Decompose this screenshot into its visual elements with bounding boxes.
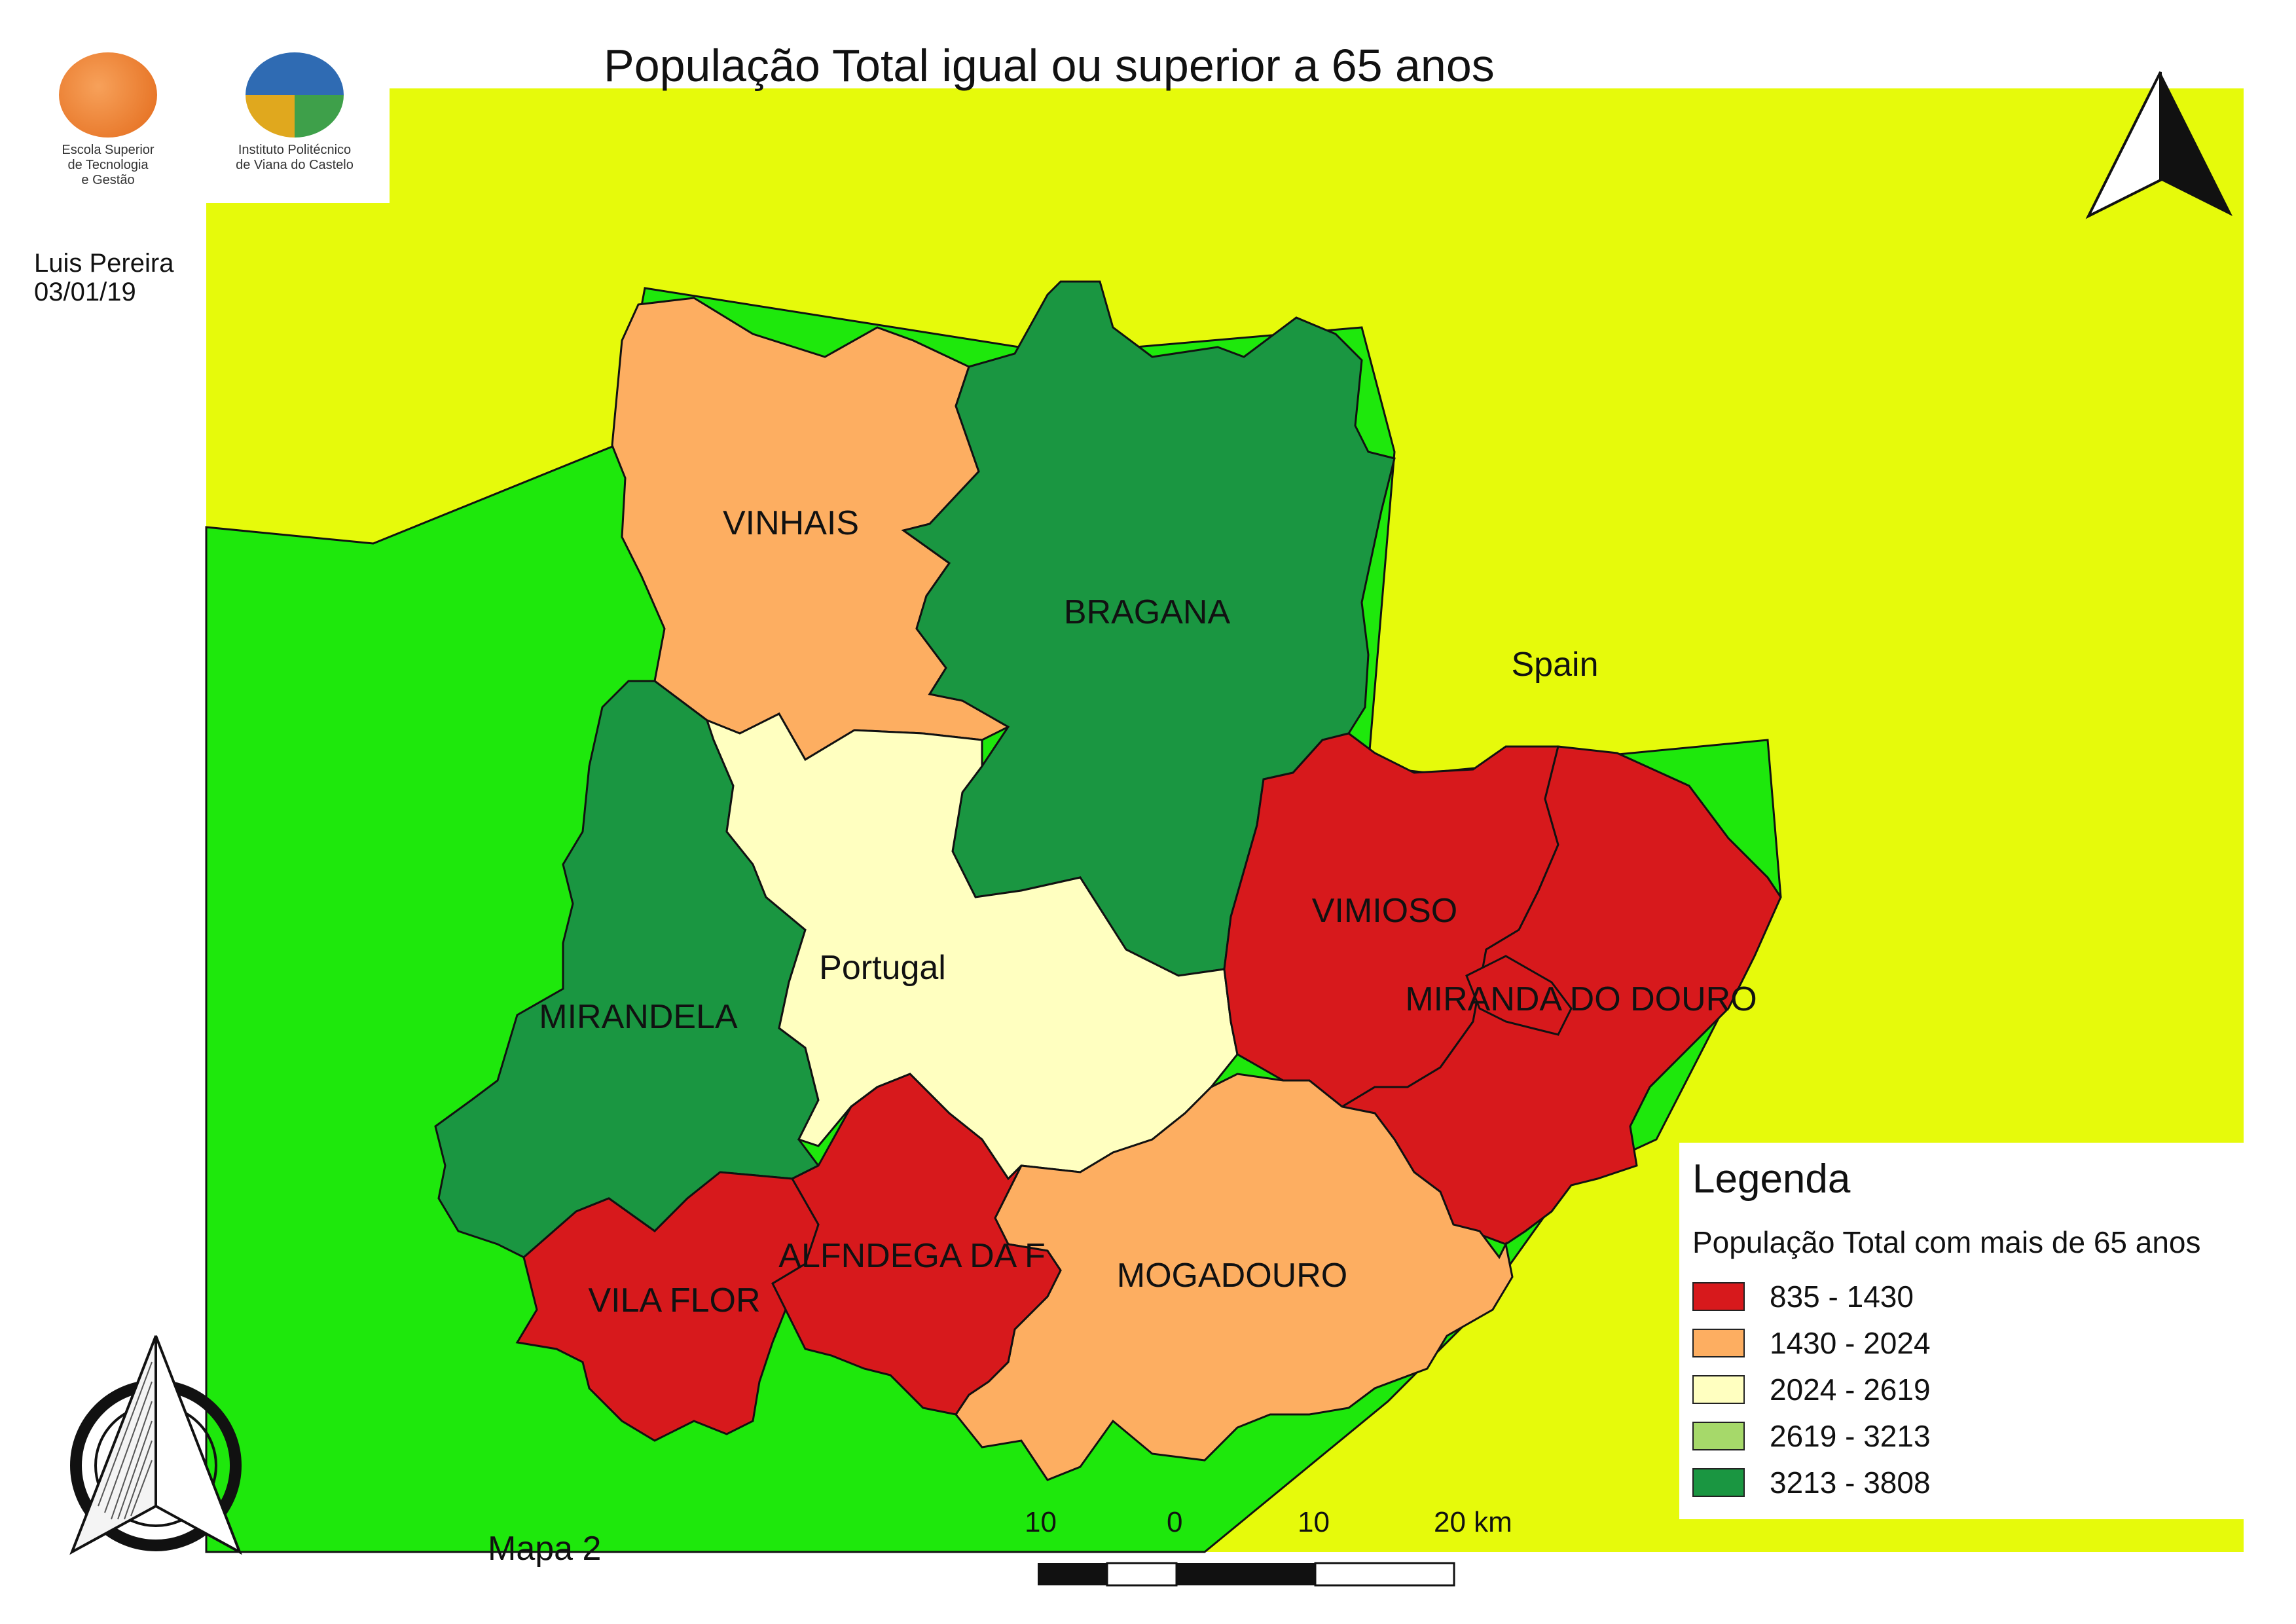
ipvc-logo: Instituto Politécnico de Viana do Castel…	[210, 52, 380, 173]
legend-item-label: 835 - 1430	[1770, 1280, 1914, 1314]
legend-swatch	[1692, 1468, 1745, 1497]
scale-label: 20 km	[1434, 1506, 1512, 1538]
label-mirandela: MIRANDELA	[539, 998, 738, 1036]
ipvc-logo-caption: Instituto Politécnico de Viana do Castel…	[236, 143, 354, 172]
label-bragana: BRAGANA	[1064, 593, 1231, 631]
legend-item-label: 2619 - 3213	[1770, 1419, 1931, 1453]
estg-logo-icon	[59, 52, 157, 138]
scale-label: 0	[1167, 1506, 1183, 1538]
legend-subtitle: População Total com mais de 65 anos	[1692, 1225, 2201, 1259]
north-arrow-icon	[2085, 71, 2232, 219]
scale-label: 10	[1025, 1506, 1057, 1538]
legend-swatch	[1692, 1329, 1745, 1357]
legend-title: Legenda	[1692, 1156, 1851, 1202]
legend-item: 3213 - 3808	[1692, 1466, 1931, 1500]
label-miranda-do-douro: MIRANDA DO DOURO	[1405, 980, 1757, 1018]
legend-item: 1430 - 2024	[1692, 1326, 1931, 1360]
estg-logo: Escola Superior de Tecnologia e Gestão	[23, 52, 193, 188]
region-miranda-enclave	[1465, 955, 1573, 1036]
author-name: Luis Pereira	[34, 249, 174, 278]
label-vila-flor: VILA FLOR	[589, 1282, 761, 1320]
ipvc-logo-icon	[246, 52, 344, 138]
label-mogadouro: MOGADOURO	[1117, 1257, 1347, 1295]
region-alfandega-da-fe	[771, 1073, 1062, 1416]
legend-item: 2024 - 2619	[1692, 1373, 1931, 1407]
label-vimioso: VIMIOSO	[1312, 892, 1457, 930]
label-portugal: Portugal	[819, 949, 946, 987]
legend-panel: Legenda População Total com mais de 65 a…	[1679, 1143, 2249, 1519]
legend-swatch	[1692, 1375, 1745, 1404]
legend-item: 835 - 1430	[1692, 1280, 1914, 1314]
author-date: 03/01/19	[34, 278, 136, 306]
legend-swatch	[1692, 1282, 1745, 1311]
scale-label: 10	[1298, 1506, 1330, 1538]
legend-item-label: 3213 - 3808	[1770, 1466, 1931, 1500]
region-vila-flor	[515, 1171, 820, 1442]
map-number-label: Mapa 2	[488, 1530, 602, 1568]
label-vinhais: VINHAIS	[723, 504, 859, 542]
legend-item-label: 2024 - 2619	[1770, 1373, 1931, 1407]
legend-item-label: 1430 - 2024	[1770, 1326, 1931, 1360]
scale-bar	[1038, 1562, 1455, 1587]
author-block: Luis Pereira 03/01/19	[34, 249, 173, 306]
legend-swatch	[1692, 1422, 1745, 1450]
map-title: População Total igual ou superior a 65 a…	[604, 40, 1495, 91]
estg-logo-caption: Escola Superior de Tecnologia e Gestão	[62, 143, 155, 187]
legend-item: 2619 - 3213	[1692, 1419, 1931, 1453]
label-alfandega-da-fe: ALFNDEGA DA F	[778, 1237, 1045, 1275]
label-spain: Spain	[1512, 646, 1599, 684]
compass-icon	[69, 1335, 242, 1555]
